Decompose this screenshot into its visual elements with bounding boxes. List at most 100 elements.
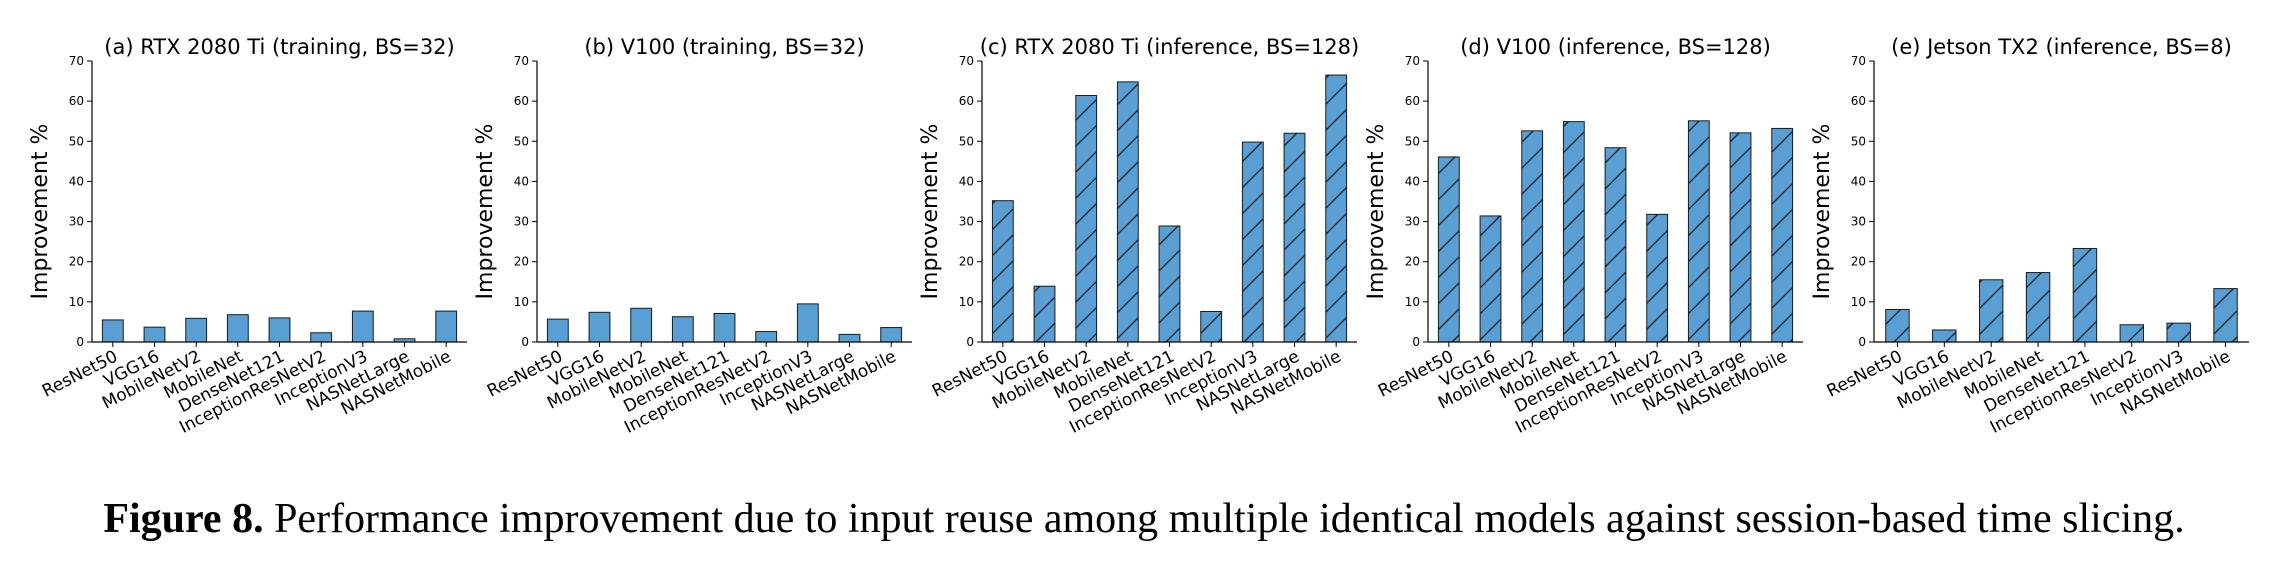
- figure: (a) RTX 2080 Ti (training, BS=32) Improve…: [28, 35, 2249, 438]
- chart-title: (d) V100 (inference, BS=128): [1460, 35, 1771, 59]
- bar: [101, 319, 124, 343]
- chart-panel-3: (c) RTX 2080 Ti (inference, BS=128) Impro…: [918, 35, 1359, 438]
- y-tick-label: 30: [1405, 215, 1420, 229]
- y-tick-label: 30: [1851, 215, 1866, 229]
- bar: [588, 311, 611, 343]
- caption-text: Performance improvement due to input reu…: [263, 496, 2185, 542]
- bar-hatch: [1284, 133, 1305, 342]
- y-axis-label: Improvement %: [473, 124, 498, 300]
- bar: [755, 331, 778, 343]
- bar: [838, 333, 861, 343]
- y-tick-label: 30: [959, 215, 974, 229]
- bar: [268, 317, 291, 343]
- bar-hatch: [1075, 95, 1097, 342]
- bar: [671, 316, 694, 343]
- y-tick-label: 40: [1405, 174, 1420, 188]
- y-axis-label: Improvement %: [1364, 124, 1389, 300]
- y-tick-label: 10: [1405, 295, 1420, 309]
- bar-hatch: [1325, 75, 1347, 343]
- bar-hatch: [1771, 128, 1793, 342]
- y-axis-label: Improvement %: [28, 124, 53, 300]
- y-tick-label: 60: [514, 94, 529, 108]
- bar-hatch: [2120, 324, 2144, 342]
- bar-hatch: [1885, 309, 1910, 342]
- bar-hatch: [1646, 214, 1668, 342]
- y-axis-label: Improvement %: [918, 124, 943, 300]
- y-tick-label: 10: [514, 295, 529, 309]
- figure-caption: Figure 8. Performance improvement due to…: [0, 495, 2288, 543]
- bar: [185, 317, 208, 343]
- y-tick-label: 70: [514, 54, 529, 68]
- chart-title: (a) RTX 2080 Ti (training, BS=32): [104, 35, 454, 59]
- y-tick-label: 0: [1858, 335, 1866, 349]
- chart-panel-1: (a) RTX 2080 Ti (training, BS=32) Improve…: [28, 35, 467, 438]
- bar-hatch: [2073, 248, 2097, 342]
- chart-panel-4: (d) V100 (inference, BS=128) Improvement …: [1364, 35, 1803, 438]
- y-tick-label: 10: [69, 295, 84, 309]
- bar-hatch: [1438, 156, 1460, 342]
- y-tick-label: 40: [514, 174, 529, 188]
- y-tick-label: 0: [76, 335, 84, 349]
- chart-title: (c) RTX 2080 Ti (inference, BS=128): [980, 35, 1359, 59]
- y-tick-label: 70: [1851, 54, 1866, 68]
- bar-hatch: [1521, 130, 1543, 342]
- y-tick-label: 50: [514, 134, 529, 148]
- bar-hatch: [1932, 329, 1957, 342]
- bar-hatch: [1200, 311, 1222, 342]
- y-axis-label: Improvement %: [1810, 124, 1835, 300]
- y-tick-label: 0: [1412, 335, 1420, 349]
- y-tick-label: 60: [959, 94, 974, 108]
- bar-hatch: [992, 200, 1014, 342]
- y-tick-label: 20: [1405, 255, 1420, 269]
- y-tick-label: 0: [966, 335, 974, 349]
- bar: [546, 318, 569, 343]
- y-tick-label: 20: [1851, 255, 1866, 269]
- y-tick-label: 30: [514, 215, 529, 229]
- y-tick-label: 50: [1405, 134, 1420, 148]
- bar: [796, 303, 819, 343]
- bar-hatch: [1730, 132, 1751, 342]
- y-tick-label: 50: [69, 134, 84, 148]
- y-tick-label: 20: [514, 255, 529, 269]
- bar-hatch: [1688, 120, 1710, 342]
- bar: [143, 326, 166, 343]
- y-tick-label: 70: [1405, 54, 1420, 68]
- y-tick-label: 40: [69, 174, 84, 188]
- y-tick-label: 60: [1851, 94, 1866, 108]
- bar: [630, 307, 653, 343]
- y-tick-label: 30: [69, 215, 84, 229]
- chart-title: (e) Jetson TX2 (inference, BS=8): [1891, 35, 2232, 59]
- y-tick-label: 40: [1851, 174, 1866, 188]
- y-tick-label: 10: [959, 295, 974, 309]
- bar: [880, 327, 903, 343]
- y-tick-label: 50: [1851, 134, 1866, 148]
- bar-hatch: [1242, 142, 1264, 342]
- y-tick-label: 10: [1851, 295, 1866, 309]
- chart-panel-5: (e) Jetson TX2 (inference, BS=8) Improvem…: [1810, 35, 2249, 438]
- bar: [310, 332, 333, 343]
- y-tick-label: 70: [69, 54, 84, 68]
- y-tick-label: 0: [521, 335, 529, 349]
- y-tick-label: 50: [959, 134, 974, 148]
- y-tick-label: 60: [69, 94, 84, 108]
- bar-hatch: [1034, 286, 1055, 342]
- y-tick-label: 20: [69, 255, 84, 269]
- bar: [713, 312, 736, 343]
- chart-panel-2: (b) V100 (training, BS=32) Improvement % 0…: [473, 35, 912, 438]
- y-tick-label: 70: [959, 54, 974, 68]
- bar: [351, 310, 374, 343]
- chart-title: (b) V100 (training, BS=32): [584, 35, 864, 59]
- y-tick-label: 60: [1405, 94, 1420, 108]
- caption-label: Figure 8.: [103, 496, 264, 542]
- bar-hatch: [2213, 288, 2238, 342]
- bar-hatch: [2166, 323, 2191, 342]
- bar: [226, 314, 249, 343]
- bar-hatch: [1159, 225, 1180, 342]
- bar-hatch: [2026, 272, 2050, 342]
- bar-hatch: [1605, 147, 1626, 342]
- y-tick-label: 40: [959, 174, 974, 188]
- bar-hatch: [1480, 215, 1501, 342]
- bar: [435, 310, 458, 343]
- y-tick-label: 20: [959, 255, 974, 269]
- bar-hatch: [1117, 81, 1139, 343]
